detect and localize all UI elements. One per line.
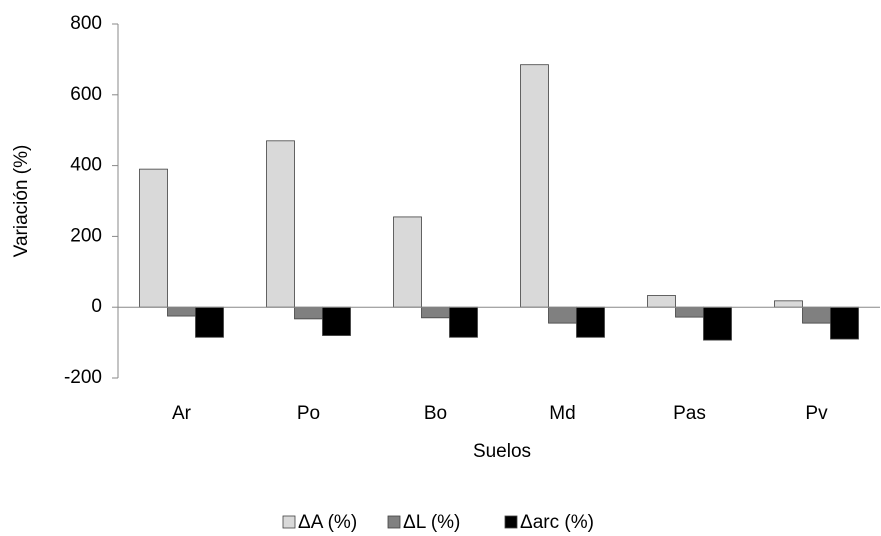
bar <box>802 306 831 324</box>
x-tick-label: Bo <box>424 403 447 424</box>
x-tick-label: Md <box>549 403 575 424</box>
bar <box>449 306 478 338</box>
legend-swatch <box>504 515 518 529</box>
x-tick-label: Pv <box>805 403 828 424</box>
y-tick-label: -200 <box>64 367 102 388</box>
bar <box>322 306 351 336</box>
x-tick-label: Pas <box>673 403 706 424</box>
bar <box>139 168 168 308</box>
y-axis-title: Variación (%) <box>11 145 32 258</box>
y-tick-label: 0 <box>91 296 102 317</box>
bar <box>520 64 549 308</box>
bar <box>703 306 732 341</box>
legend-label: ΔL (%) <box>403 512 460 533</box>
bar <box>421 306 450 319</box>
x-axis-title: Suelos <box>473 441 531 462</box>
bar <box>167 306 196 317</box>
bar <box>647 295 676 308</box>
bar <box>548 306 577 324</box>
x-tick-label: Po <box>297 403 320 424</box>
legend-swatch <box>387 515 401 529</box>
x-tick-label: Ar <box>172 403 192 424</box>
bar <box>774 300 803 308</box>
y-tick-label: 600 <box>70 84 102 105</box>
bar <box>576 306 605 338</box>
bar <box>830 306 859 340</box>
legend-swatch <box>282 515 296 529</box>
bar <box>675 306 704 318</box>
bar <box>195 306 224 338</box>
legend-label: ΔA (%) <box>298 512 357 533</box>
bar <box>266 140 295 308</box>
y-tick-label: 400 <box>70 155 102 176</box>
y-tick-label: 800 <box>70 13 102 34</box>
y-tick-label: 200 <box>70 225 102 246</box>
bar <box>393 216 422 308</box>
legend-label: Δarc (%) <box>520 512 594 533</box>
bar <box>294 306 323 320</box>
